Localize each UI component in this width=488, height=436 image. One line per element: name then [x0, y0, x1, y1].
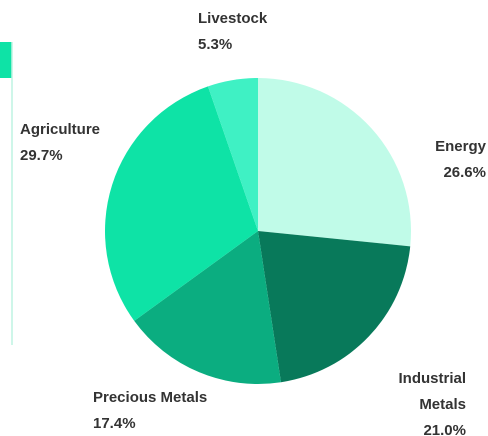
category-name: Livestock	[198, 10, 268, 27]
value-label: 29.7%	[20, 147, 63, 164]
slice-label: Livestock 5.3%	[198, 6, 298, 58]
category-name: Energy	[435, 138, 486, 155]
pie-slice	[207, 78, 258, 231]
category-name: Agriculture	[20, 121, 101, 138]
pie-slice	[258, 231, 411, 383]
pie-slice	[105, 86, 258, 321]
pie-slice	[134, 231, 281, 384]
value-label: 17.4%	[93, 415, 136, 432]
slice-label: Energy 26.6%	[386, 134, 486, 186]
category-name: Precious Metals	[93, 389, 208, 406]
side-accent	[0, 42, 12, 78]
value-label: 21.0%	[423, 422, 466, 436]
slice-label: Agriculture 29.7%	[20, 117, 140, 169]
slice-label: Industrial Metals 21.0%	[376, 366, 466, 436]
category-name: Industrial Metals	[398, 370, 466, 413]
value-label: 5.3%	[198, 36, 233, 53]
slice-label: Precious Metals 17.4%	[93, 385, 263, 436]
value-label: 26.6%	[443, 164, 486, 181]
pie-slice	[258, 78, 412, 247]
